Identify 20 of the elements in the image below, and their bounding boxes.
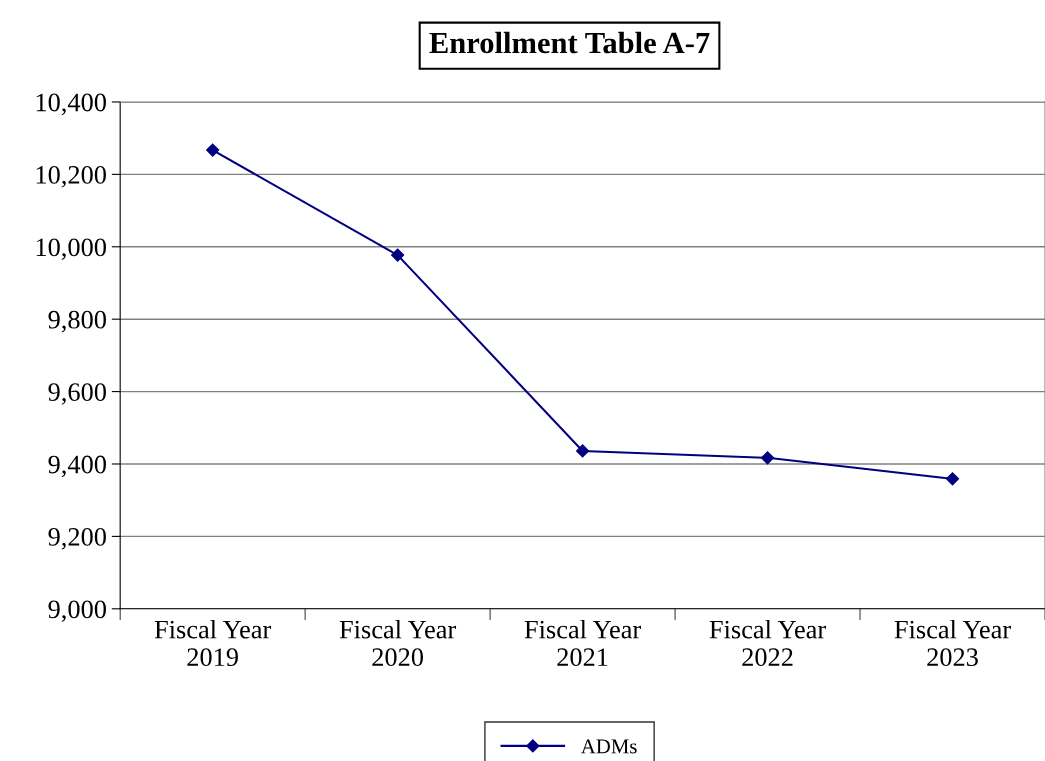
x-tick-label: Fiscal Year 2023 xyxy=(894,619,1011,667)
x-tick-label: Fiscal Year 2019 xyxy=(154,619,272,667)
y-tick-label: 9,600 xyxy=(48,383,106,405)
y-tick-label: 10,400 xyxy=(36,93,106,116)
point xyxy=(575,444,590,458)
legend-label: ADMs xyxy=(580,739,637,754)
x-tick-label: Fiscal Year 2020 xyxy=(339,619,457,667)
y-tick-label: 10,000 xyxy=(36,238,106,260)
y-tick-label: 9,800 xyxy=(48,310,106,333)
chart-title: Enrollment Table A-7 xyxy=(429,31,710,54)
y-tick-label: 10,200 xyxy=(36,165,106,188)
x-tick-label: Fiscal Year 2021 xyxy=(524,619,641,667)
point xyxy=(760,451,775,465)
x-tick-label: Fiscal Year 2022 xyxy=(709,619,826,667)
y-tick-label: 9,200 xyxy=(48,528,106,550)
point xyxy=(391,248,405,262)
point xyxy=(206,143,220,157)
y-tick-label: 9,000 xyxy=(48,600,106,623)
point xyxy=(945,472,960,486)
y-tick-label: 9,400 xyxy=(48,455,106,478)
